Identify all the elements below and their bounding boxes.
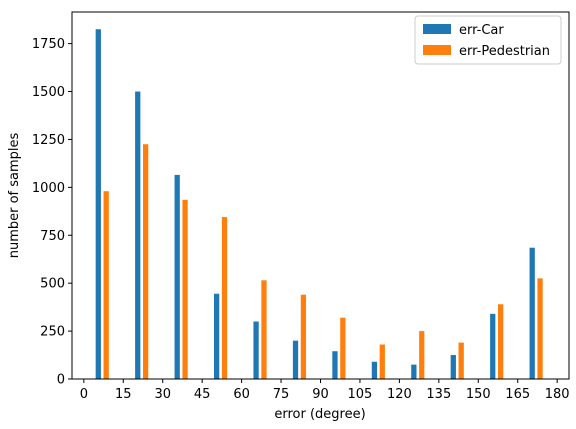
bar-series-1-0 [103, 191, 109, 379]
y-tick-label: 1500 [32, 85, 65, 100]
bar-series-1-10 [498, 304, 504, 379]
bar-series-0-3 [214, 293, 220, 379]
x-tick-label: 120 [387, 387, 412, 402]
bar-series-0-4 [253, 321, 259, 379]
y-tick-label: 0 [57, 373, 65, 388]
bar-series-0-2 [174, 174, 180, 379]
bar-series-0-9 [450, 355, 456, 379]
bar-series-1-1 [143, 144, 149, 379]
bar-series-0-6 [332, 351, 338, 379]
bar-series-1-4 [261, 280, 267, 379]
y-tick-label: 1250 [32, 133, 65, 148]
x-axis-label: error (degree) [274, 407, 365, 422]
bar-series-1-8 [419, 331, 425, 379]
legend-label-1: err-Pedestrian [459, 44, 550, 59]
legend-swatch-1 [423, 45, 451, 55]
y-tick-label: 250 [40, 325, 65, 340]
plot-frame [71, 11, 570, 380]
x-axis: 0 15 30 45 60 75 90 105 120 135 150 165 180 [80, 379, 570, 402]
x-tick-label: 150 [466, 387, 491, 402]
bar-series-0-1 [135, 91, 141, 379]
bar-series-1-3 [221, 217, 228, 379]
bar-series-0-7 [371, 361, 378, 379]
legend: err-Car err-Pedestrian [414, 15, 562, 65]
x-tick-label: 165 [505, 387, 530, 402]
bar-series-0-10 [490, 313, 496, 379]
x-tick-label: 135 [426, 387, 451, 402]
y-tick-label: 500 [40, 277, 65, 292]
legend-swatch-0 [423, 24, 451, 34]
x-tick-label: 60 [233, 387, 250, 402]
bar-series-1-7 [379, 344, 385, 379]
bars-group [95, 29, 543, 379]
bar-series-1-9 [458, 342, 464, 379]
x-tick-label: 15 [115, 387, 132, 402]
x-tick-label: 45 [194, 387, 211, 402]
bar-series-1-11 [537, 278, 543, 379]
x-tick-label: 90 [312, 387, 329, 402]
y-axis-label: number of samples [7, 132, 22, 258]
bar-series-0-11 [529, 247, 535, 379]
y-axis: 0 250 500 750 1000 1250 1500 1750 [32, 37, 72, 388]
x-tick-label: 30 [154, 387, 171, 402]
y-tick-label: 1750 [32, 37, 65, 52]
legend-label-0: err-Car [459, 23, 504, 38]
x-tick-label: 105 [348, 387, 373, 402]
y-tick-label: 1000 [32, 181, 65, 196]
x-tick-label: 75 [273, 387, 290, 402]
bar-series-0-5 [292, 340, 299, 379]
y-tick-label: 750 [40, 229, 65, 244]
bar-series-1-2 [182, 199, 188, 379]
x-tick-label: 0 [80, 387, 88, 402]
bar-series-0-0 [95, 29, 101, 379]
bar-series-1-6 [340, 317, 346, 379]
x-tick-label: 180 [545, 387, 570, 402]
bar-series-1-5 [300, 294, 307, 379]
bar-series-0-8 [411, 364, 417, 379]
legend-box [414, 15, 562, 65]
